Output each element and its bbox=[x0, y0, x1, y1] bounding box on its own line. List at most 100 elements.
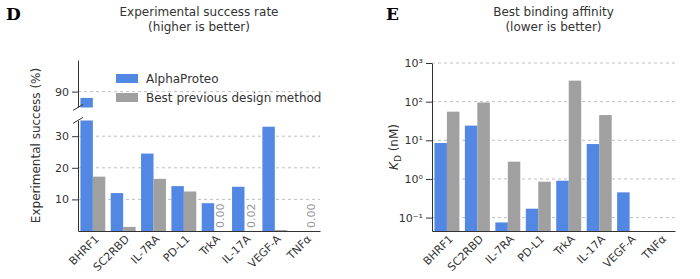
data-label: 0.00 bbox=[214, 204, 227, 229]
x-tick-label: PD-L1 bbox=[515, 233, 547, 265]
bar bbox=[93, 177, 105, 231]
subtitle: (higher is better) bbox=[148, 20, 250, 34]
chart-panel: 0.00 0.02 0.00 10 20 30 90 BHRF1SC2RBDIL-7RAPD-… bbox=[6, 4, 321, 274]
x-axis: BHRF1SC2RBDIL-7RAPD-L1TrkAIL-17AVEGF-ATN… bbox=[66, 232, 320, 274]
y-tick-label: 90 bbox=[55, 86, 69, 99]
axis-break bbox=[73, 117, 83, 123]
bar bbox=[508, 162, 520, 231]
y-tick: 90 bbox=[55, 86, 78, 99]
bar bbox=[434, 143, 446, 231]
y-tick-mark bbox=[426, 102, 432, 103]
y-tick-mark bbox=[72, 92, 78, 93]
data-label: 0.00 bbox=[305, 204, 318, 229]
bar bbox=[447, 112, 459, 231]
x-tick-label: TrkA bbox=[551, 232, 578, 259]
y-tick-label: 10⁰ bbox=[405, 173, 424, 186]
bar bbox=[123, 227, 135, 231]
x-axis-line bbox=[79, 231, 321, 232]
grid-line bbox=[78, 167, 320, 168]
x-tick: VEGF-A bbox=[246, 232, 284, 270]
y-tick-label: 30 bbox=[55, 130, 69, 143]
x-tick: TNFα bbox=[284, 233, 314, 263]
y-axis-title: Experimental success (%) bbox=[29, 68, 43, 223]
bar bbox=[262, 127, 274, 231]
bar bbox=[477, 103, 489, 231]
y-tick-label: 10² bbox=[405, 96, 423, 109]
subtitle: (lower is better) bbox=[505, 20, 601, 34]
y-tick-label: 10 bbox=[55, 193, 69, 206]
x-tick-label: VEGF-A bbox=[601, 232, 639, 270]
x-tick: PD-L1 bbox=[515, 233, 547, 265]
x-tick: SC2RBD bbox=[445, 233, 486, 274]
bar bbox=[556, 181, 568, 231]
bars bbox=[80, 98, 287, 231]
bar bbox=[141, 154, 153, 231]
bar bbox=[538, 182, 550, 231]
y-tick: 10⁻¹ bbox=[399, 212, 432, 225]
panel-label: E bbox=[386, 4, 399, 24]
y-tick-mark bbox=[426, 218, 432, 219]
y-tick: 20 bbox=[55, 162, 78, 175]
x-tick-label: IL-7RA bbox=[129, 232, 163, 266]
x-tick-label: PD-L1 bbox=[161, 233, 193, 265]
x-axis-line bbox=[433, 231, 676, 232]
x-tick: VEGF-A bbox=[601, 232, 639, 270]
chart-panel: 10⁻¹10⁰10¹10²10³BHRF1SC2RBDIL-7RAPD-L1Tr… bbox=[386, 4, 676, 274]
data-labels: 0.00 0.02 0.00 bbox=[214, 204, 318, 229]
y-axis: 90 bbox=[55, 61, 79, 108]
x-tick-label: TrkA bbox=[196, 232, 223, 259]
y-tick: 10⁰ bbox=[405, 173, 432, 186]
legend-label: AlphaProteo bbox=[146, 72, 219, 86]
bar bbox=[154, 179, 166, 231]
x-tick-label: TNFα bbox=[639, 233, 669, 263]
x-tick-label: TNFα bbox=[284, 233, 314, 263]
bar bbox=[617, 192, 629, 231]
x-tick: IL-7RA bbox=[129, 232, 163, 266]
grid-line bbox=[432, 63, 675, 64]
y-axis-line bbox=[432, 64, 433, 232]
y-tick-label: 10¹ bbox=[405, 134, 423, 147]
x-tick: PD-L1 bbox=[161, 233, 193, 265]
x-tick: TrkA bbox=[551, 232, 578, 259]
y-tick-mark bbox=[426, 140, 432, 141]
y-tick: 10 bbox=[55, 193, 78, 206]
bar bbox=[569, 81, 581, 231]
x-tick-label: VEGF-A bbox=[246, 232, 284, 270]
grid-line bbox=[432, 101, 675, 102]
y-tick-label: 10⁻¹ bbox=[399, 212, 423, 225]
bar bbox=[495, 222, 507, 231]
y-axis: 10⁻¹ 10⁰ 10¹ 10² 10³ bbox=[399, 57, 433, 231]
y-tick-mark bbox=[72, 199, 78, 200]
y-tick: 10² bbox=[405, 96, 432, 109]
y-tick: 10³ bbox=[405, 57, 432, 70]
y-tick-mark bbox=[72, 168, 78, 169]
bar bbox=[587, 144, 599, 231]
x-tick-label: SC2RBD bbox=[445, 233, 486, 274]
bar bbox=[232, 187, 244, 231]
x-tick: IL-7RA bbox=[483, 232, 517, 266]
legend-label: Best previous design method bbox=[146, 91, 321, 105]
y-tick: 30 bbox=[55, 130, 78, 143]
bars bbox=[434, 81, 629, 231]
figure: 0.00 0.02 0.00 10 20 30 90 BHRF1SC2RBDIL-7RAPD-… bbox=[0, 0, 700, 279]
y-tick-mark bbox=[426, 179, 432, 180]
grid-line bbox=[78, 136, 320, 137]
bar bbox=[202, 203, 214, 231]
y-axis-title: KD (nM) bbox=[387, 124, 403, 170]
x-tick-label: IL-7RA bbox=[483, 232, 517, 266]
data-label: 0.02 bbox=[245, 204, 258, 229]
axis-break bbox=[73, 104, 83, 110]
bar bbox=[171, 186, 183, 231]
panel-label: D bbox=[6, 4, 21, 24]
y-axis-line bbox=[78, 61, 79, 108]
title: Best binding affinity bbox=[493, 5, 614, 19]
bar bbox=[599, 115, 611, 231]
x-tick-label: SC2RBD bbox=[91, 233, 132, 274]
x-tick: TNFα bbox=[639, 233, 669, 263]
y-axis: 10 20 30 bbox=[55, 121, 79, 232]
bar bbox=[465, 126, 477, 231]
y-tick: 10¹ bbox=[405, 134, 432, 147]
x-tick: SC2RBD bbox=[91, 233, 132, 274]
title: Experimental success rate bbox=[120, 5, 279, 19]
x-tick: TrkA bbox=[196, 232, 223, 259]
